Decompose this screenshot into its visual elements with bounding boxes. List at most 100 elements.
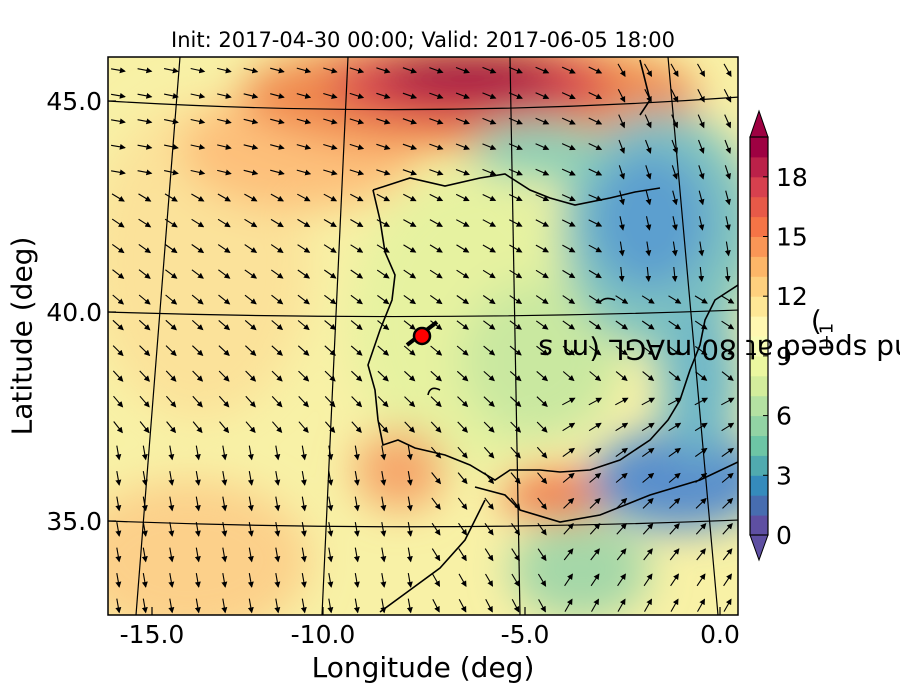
wind-arrow [376, 269, 390, 279]
wind-arrow [380, 445, 387, 461]
wind-arrow [141, 496, 148, 512]
wind-arrow [270, 67, 285, 74]
wind-arrow [190, 67, 206, 74]
wind-arrow [723, 573, 732, 587]
wind-arrow [642, 371, 655, 382]
wind-arrow [402, 118, 418, 125]
wind-arrow [115, 547, 122, 563]
wind-arrow [482, 295, 496, 305]
wind-arrow [455, 168, 470, 176]
wind-arrow [164, 244, 178, 254]
wind-arrow [589, 472, 602, 483]
wind-arrow [457, 497, 468, 510]
wind-arrow [455, 92, 470, 100]
wind-arrow [432, 599, 440, 613]
wind-arrow [247, 598, 254, 614]
wind-arrow [696, 548, 706, 561]
wind-arrow [297, 193, 311, 202]
wind-arrow [698, 190, 705, 206]
wind-arrow [615, 320, 629, 330]
colorbar-tick-label: 12 [776, 282, 808, 311]
wind-arrow [429, 118, 444, 125]
wind-arrow [457, 472, 468, 485]
wind-arrow [483, 396, 495, 407]
wind-arrow [619, 190, 625, 206]
wind-arrow [402, 67, 418, 74]
wind-arrow [562, 345, 575, 356]
wind-arrow [562, 320, 576, 330]
wind-arrow [377, 421, 389, 433]
wind-arrow [350, 193, 364, 202]
wind-arrow [376, 67, 391, 74]
wind-arrow [274, 598, 281, 614]
wind-arrow [669, 523, 680, 535]
wind-arrow [589, 371, 602, 382]
wind-arrow [296, 93, 312, 99]
wind-arrow [271, 396, 283, 408]
wind-arrow [324, 294, 337, 305]
wind-arrow [724, 241, 731, 257]
wind-arrow [456, 370, 469, 382]
wind-arrow [403, 345, 416, 356]
wind-arrow [296, 67, 312, 74]
wind-arrow [297, 345, 310, 356]
wind-arrow [111, 193, 125, 202]
wind-arrow [111, 169, 126, 176]
wind-arrow [406, 496, 413, 512]
colorbar-extend-min [749, 534, 769, 562]
colorbar-band [750, 415, 768, 436]
wind-arrow [509, 320, 522, 330]
wind-arrow [380, 522, 387, 537]
wind-arrow [217, 193, 231, 202]
wind-arrow [138, 243, 152, 254]
wind-arrow [457, 446, 468, 459]
wind-arrow [616, 548, 627, 561]
wind-arrow [406, 445, 413, 461]
wind-arrow [698, 241, 705, 257]
wind-arrow [245, 370, 257, 382]
wind-arrow [645, 165, 652, 180]
wind-arrow [589, 497, 601, 509]
wind-arrow [217, 244, 231, 253]
wind-arrow [141, 445, 148, 461]
wind-arrow [403, 193, 417, 202]
wind-arrow [406, 547, 413, 563]
wind-arrow [377, 396, 389, 408]
wind-arrow [535, 117, 550, 125]
wind-arrow [429, 143, 444, 151]
wind-arrow [456, 244, 470, 253]
wind-arrow [244, 244, 258, 253]
wind-arrow [721, 447, 735, 458]
colorbar-band [750, 196, 768, 218]
wind-arrow [618, 241, 625, 257]
colorbar-band [750, 395, 768, 417]
y-tick-label: 45.0 [46, 87, 102, 116]
wind-arrow [244, 294, 257, 305]
wind-arrow [138, 294, 151, 305]
wind-arrow [669, 497, 681, 509]
wind-arrow [588, 194, 603, 202]
wind-arrow [138, 218, 152, 228]
colorbar: 0 3 6 9 12 15 18 [749, 109, 808, 562]
wind-arrow [482, 92, 497, 100]
wind-arrow [535, 143, 550, 151]
x-axis-label: Longitude (deg) [311, 651, 535, 684]
wind-arrow [191, 193, 205, 202]
wind-arrow [482, 194, 497, 202]
wind-arrow [112, 269, 125, 279]
wind-arrow [353, 496, 360, 512]
wind-arrow [380, 471, 387, 486]
wind-arrow [168, 598, 175, 614]
wind-arrow [168, 547, 175, 563]
wind-arrow [406, 598, 413, 614]
wind-arrow [192, 345, 204, 356]
wind-arrow [113, 395, 124, 408]
wind-arrow [670, 573, 679, 587]
wind-arrow [350, 244, 364, 253]
wind-arrow [350, 320, 363, 331]
colorbar-band [750, 276, 768, 297]
wind-vector-field [111, 63, 735, 614]
wind-arrow [324, 396, 336, 408]
wind-arrow [218, 395, 230, 408]
